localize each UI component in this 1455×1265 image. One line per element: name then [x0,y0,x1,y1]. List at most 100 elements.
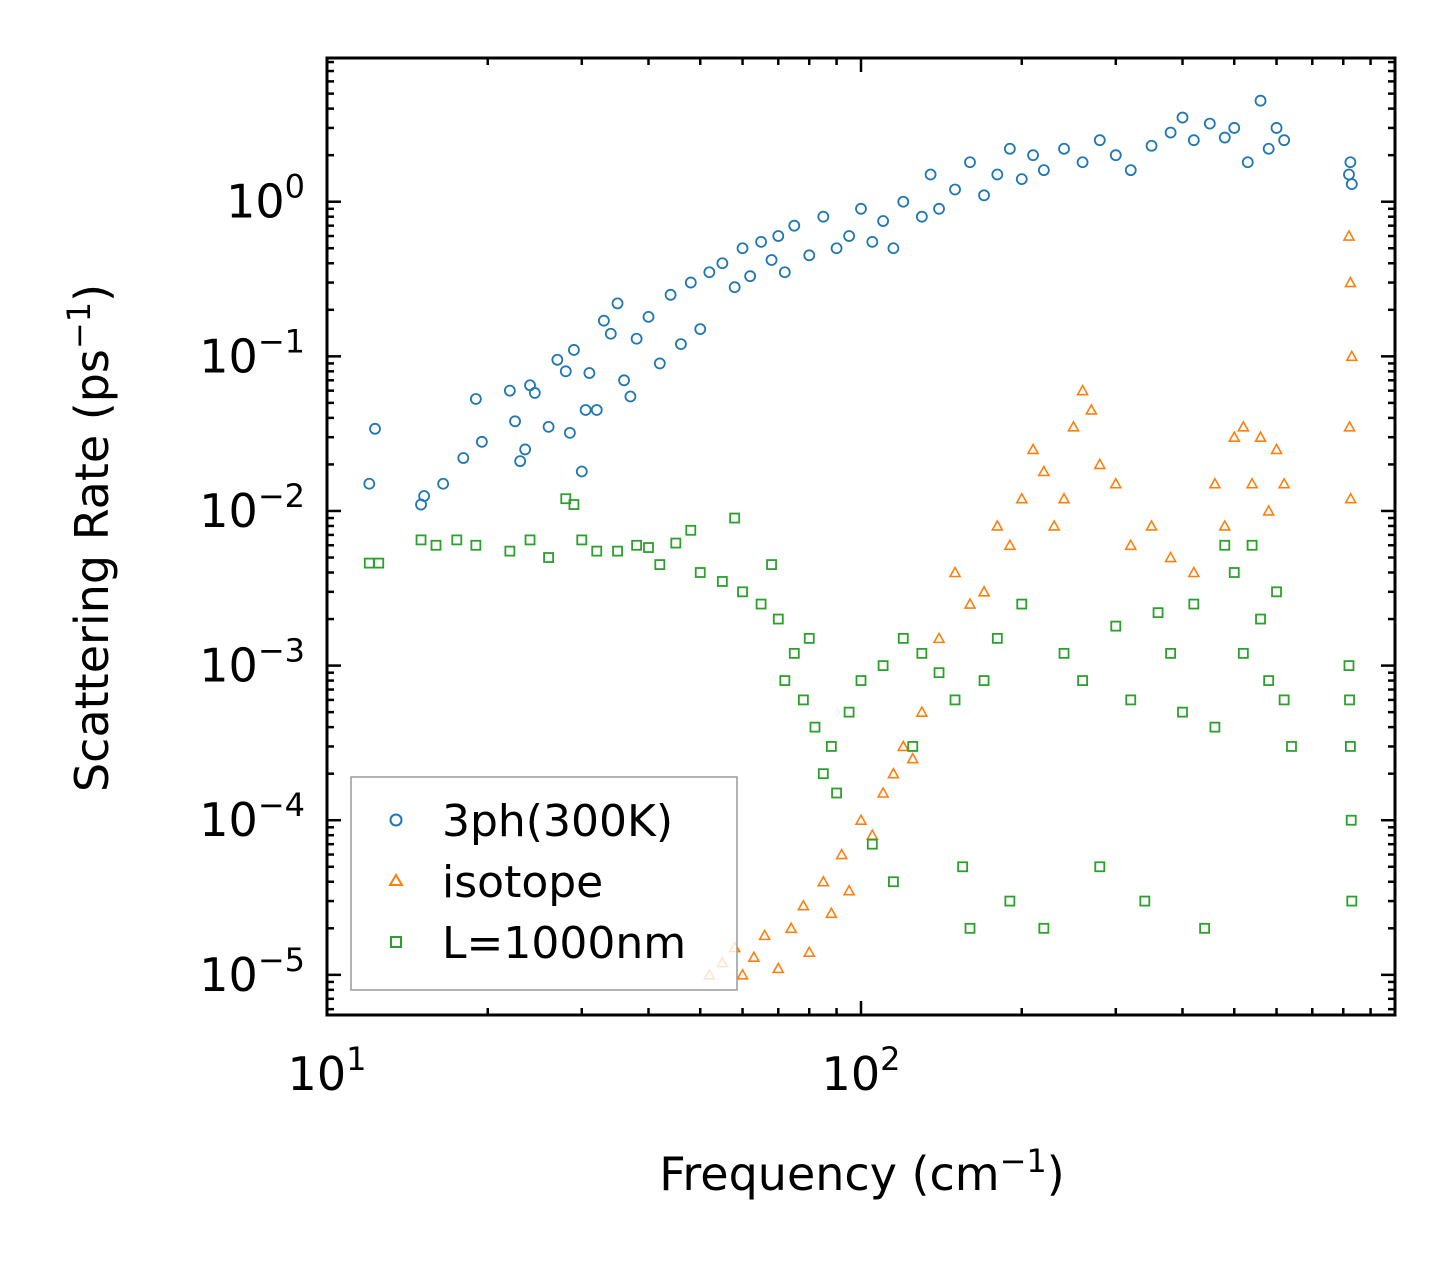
x-tick-label: 102 [822,1040,901,1101]
data-point [978,189,990,202]
data-point [542,420,555,433]
data-point [369,422,381,435]
data-point [612,545,623,557]
data-point [736,968,749,980]
data-point [1241,156,1254,169]
data-point [1093,134,1106,147]
data-point [778,266,791,279]
data-point [631,539,643,551]
data-point [1164,550,1177,563]
data-point [1165,647,1177,659]
data-point [1176,111,1189,124]
data-point [803,632,815,644]
data-point [583,367,596,379]
data-point [737,586,748,598]
data-point [843,706,855,718]
data-point [897,195,910,208]
data-point [887,242,900,255]
data-point [469,393,482,405]
data-point [1246,539,1258,551]
data-point [1277,477,1291,489]
data-point [1344,741,1356,752]
data-point [1145,519,1158,531]
data-point [643,542,654,553]
data-point [611,297,624,310]
data-point [1057,492,1071,504]
data-point [766,559,777,570]
data-point [1263,675,1275,686]
data-point [1003,538,1017,551]
data-point [1262,504,1276,516]
data-point [1124,538,1138,551]
series-2 [363,493,1358,934]
data-point [802,945,816,958]
data-point [430,539,442,551]
data-point [765,254,778,266]
data-point [457,452,470,464]
data-point [475,435,488,448]
data-point [1015,173,1028,186]
data-point [809,721,821,733]
data-point [877,215,890,227]
data-point [437,477,450,490]
data-point [560,493,572,505]
data-point [1344,156,1357,169]
data-point [830,242,843,255]
data-point [568,344,580,356]
data-point [1058,647,1070,659]
data-point [888,876,899,888]
data-point [1345,178,1358,190]
legend-label-l1000nm: L=1000nm [442,918,686,969]
data-point [1278,694,1290,706]
y-axis-title: Scattering Rate (ps−1) [60,284,119,792]
data-point [1236,420,1250,432]
data-point [957,861,969,873]
data-point [1187,565,1201,578]
legend: 3ph(300K) isotope L=1000nm [350,776,738,991]
data-point [1077,675,1088,686]
axis-ticks [325,58,1397,1015]
data-point [654,559,666,570]
data-point [1177,706,1188,718]
data-point [653,357,666,370]
data-point [1346,895,1358,907]
data-point [664,288,677,301]
data-point [597,314,610,327]
data-point [964,156,976,169]
data-point [1344,694,1355,706]
x-axis-title: Frequency (cm−1) [659,1142,1064,1201]
data-point [835,847,849,860]
data-point [1164,126,1177,139]
data-point [568,499,580,510]
data-point [563,426,576,439]
data-point [1187,134,1200,147]
data-point [670,537,682,549]
data-point [803,249,816,262]
data-point [816,875,830,887]
data-point [1218,131,1231,144]
data-point [642,310,655,323]
data-point [854,813,868,826]
data-point [1076,383,1089,396]
data-point [772,230,785,242]
data-point [842,884,856,896]
y-tick-label: 10−2 [199,477,305,538]
data-point [1145,139,1158,152]
data-point [866,235,879,248]
data-point [866,838,878,850]
data-point [744,270,757,283]
data-point [559,365,572,378]
y-tick-label: 10−4 [199,786,305,847]
data-point [604,327,617,340]
data-point [1038,922,1050,934]
data-point [897,632,909,644]
data-point [817,768,829,780]
data-point [579,404,592,416]
data-point [788,647,800,659]
data-point [907,741,919,752]
legend-marker-l1000nm [390,936,402,948]
data-point [1255,613,1266,625]
data-point [1343,660,1355,671]
data-point [948,565,962,578]
